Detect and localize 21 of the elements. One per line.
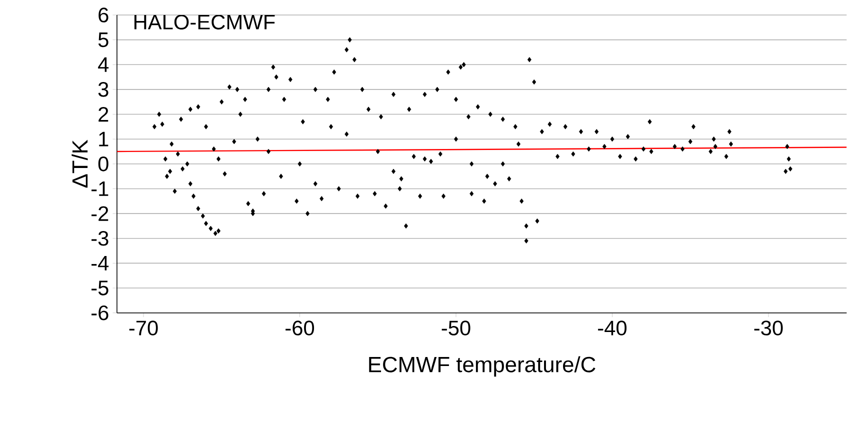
x-tick-label: -60 [286, 320, 314, 336]
y-tick-label: -4 [92, 256, 109, 270]
y-tick-label: 5 [98, 32, 108, 48]
x-axis-title: ECMWF temperature/C [369, 356, 596, 377]
y-tick-label: -5 [92, 280, 108, 296]
y-tick-label: -6 [92, 306, 108, 320]
y-tick-label: 6 [98, 8, 108, 22]
y-tick-label: -1 [92, 182, 108, 196]
y-tick-label: 2 [98, 107, 108, 122]
y-tick-label: 1 [99, 132, 108, 146]
x-tick-label: -50 [442, 320, 470, 336]
x-tick-label: -30 [754, 320, 783, 336]
y-tick-label: 0 [98, 156, 108, 172]
x-tick-label: -40 [598, 320, 627, 336]
y-tick-label: 3 [98, 82, 108, 97]
y-tick-label: -3 [92, 231, 108, 246]
annotation: HALO-ECMWF [134, 14, 275, 30]
y-tick-label: 4 [98, 58, 109, 72]
y-tick-label: -2 [92, 206, 108, 221]
x-tick-label: -70 [129, 320, 158, 336]
y-axis-title: ΔT/K [72, 140, 88, 188]
